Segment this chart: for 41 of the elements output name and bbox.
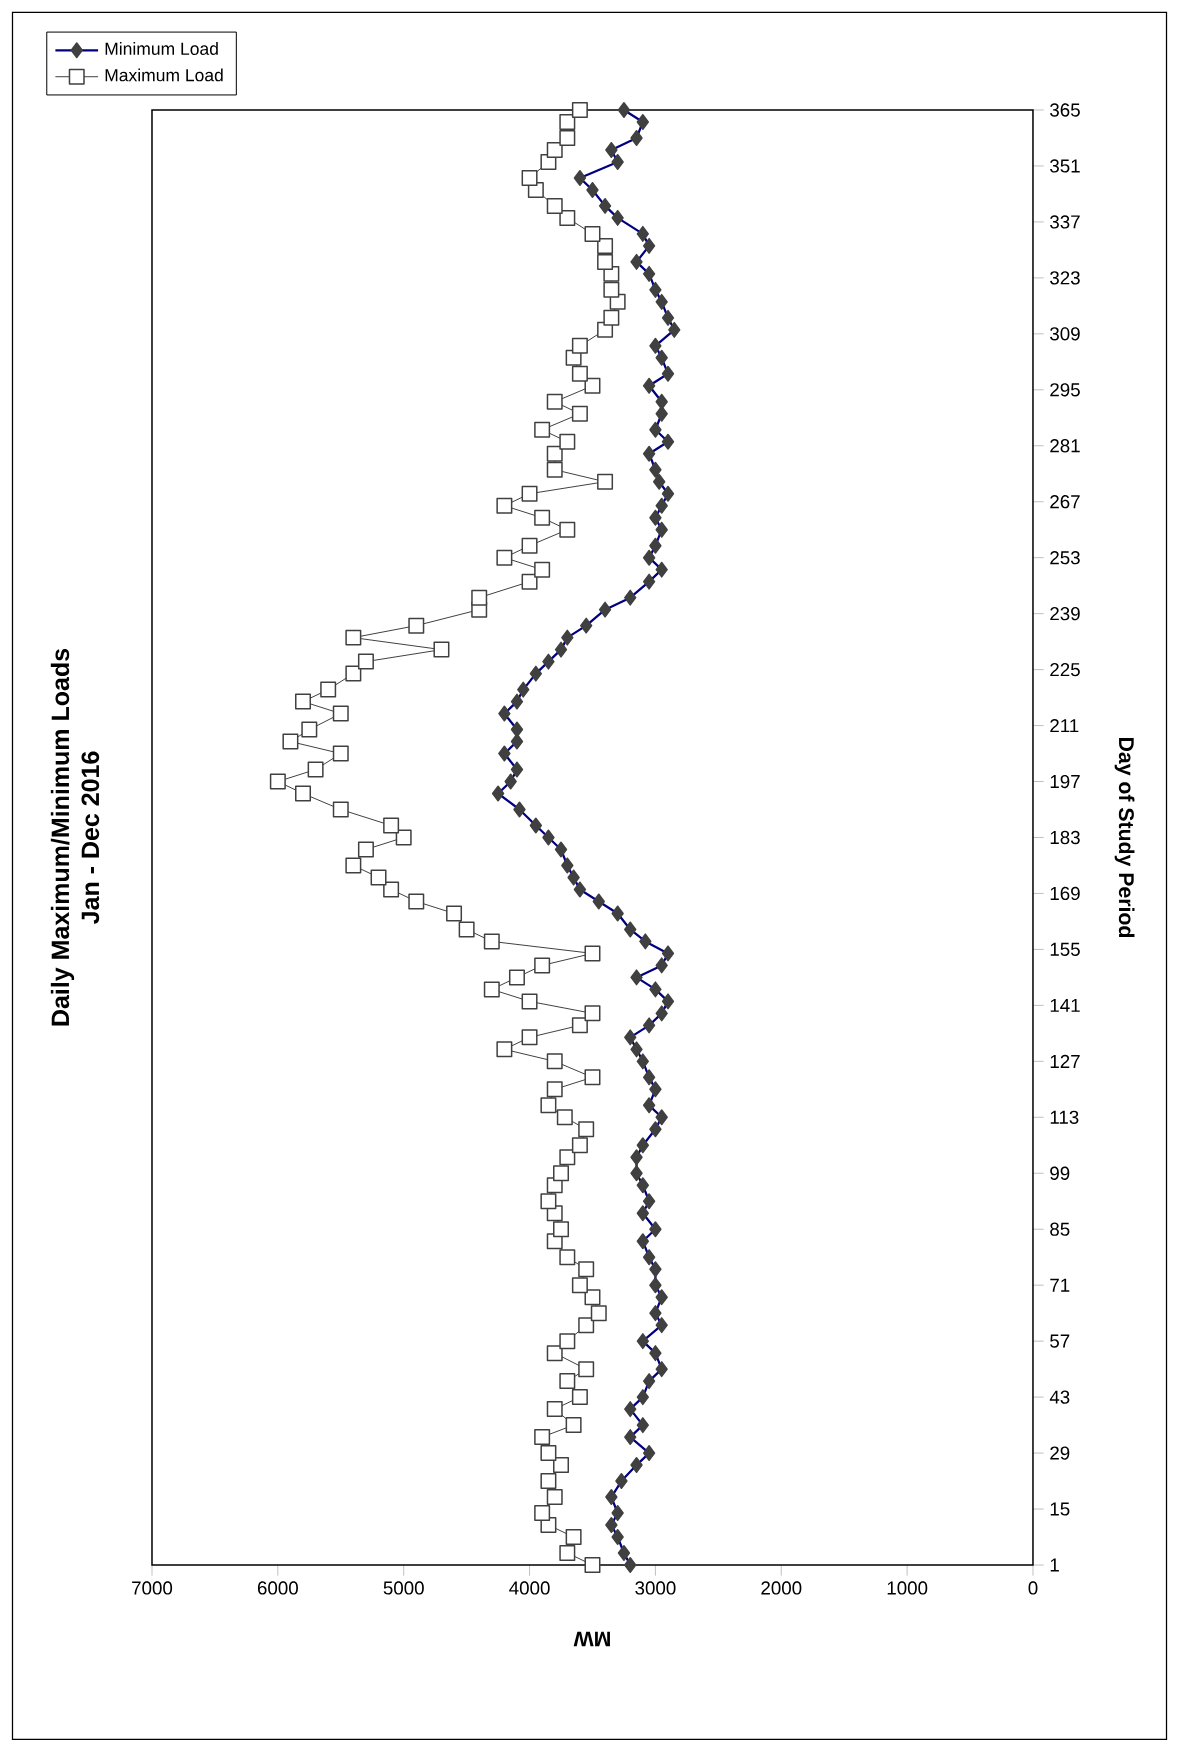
y-tick-label: 141: [1050, 998, 1080, 1012]
y-tick-label: 253: [1050, 551, 1080, 565]
x-tick-label: 0: [1028, 1581, 1038, 1595]
text: Daily Maximum/Minimum Loads: [50, 648, 75, 1026]
text: Jan - Dec 2016: [81, 751, 100, 924]
x-tick-label: 1000: [887, 1581, 928, 1595]
y-tick-label: 309: [1050, 327, 1080, 341]
y-tick-label: 211: [1050, 719, 1079, 733]
x-tick-label: 2000: [761, 1581, 802, 1595]
y-tick-label: 239: [1050, 606, 1080, 621]
x-tick-label: 4000: [509, 1581, 550, 1595]
y-tick-label: 365: [1050, 103, 1080, 117]
y-tick-label: 323: [1050, 271, 1080, 285]
y-tick-label: 1: [1050, 1558, 1059, 1572]
y-tick-label: 169: [1050, 886, 1080, 901]
y-tick-label: 57: [1050, 1334, 1070, 1348]
y-tick-label: 29: [1050, 1446, 1070, 1460]
y-axis-title: Day of Study Period: [1114, 737, 1135, 938]
x-tick-label: 5000: [383, 1581, 424, 1595]
legend-label: Maximum Load: [105, 68, 223, 82]
y-tick-label: 113: [1050, 1110, 1079, 1124]
y-tick-label: 351: [1050, 159, 1080, 173]
y-tick-label: 71: [1050, 1278, 1070, 1292]
y-tick-label: 295: [1050, 383, 1080, 397]
x-tick-label: 6000: [257, 1581, 298, 1595]
legend-label: Minimum Load: [105, 42, 218, 55]
y-tick-label: 15: [1050, 1502, 1070, 1516]
x-tick-label: 3000: [635, 1581, 676, 1595]
y-tick-label: 155: [1050, 942, 1080, 956]
y-tick-label: 85: [1050, 1222, 1070, 1236]
y-tick-label: 183: [1050, 830, 1080, 845]
y-tick-label: 281: [1050, 439, 1080, 453]
y-tick-label: 267: [1050, 495, 1080, 509]
x-axis-title: MW: [573, 1631, 610, 1647]
y-tick-label: 127: [1050, 1054, 1080, 1068]
y-tick-label: 43: [1049, 1390, 1070, 1404]
y-tick-label: 197: [1050, 774, 1080, 789]
y-tick-label: 337: [1050, 215, 1080, 229]
y-tick-label: 99: [1050, 1166, 1070, 1180]
y-tick-label: 225: [1050, 662, 1080, 677]
x-tick-label: 7000: [132, 1581, 173, 1595]
